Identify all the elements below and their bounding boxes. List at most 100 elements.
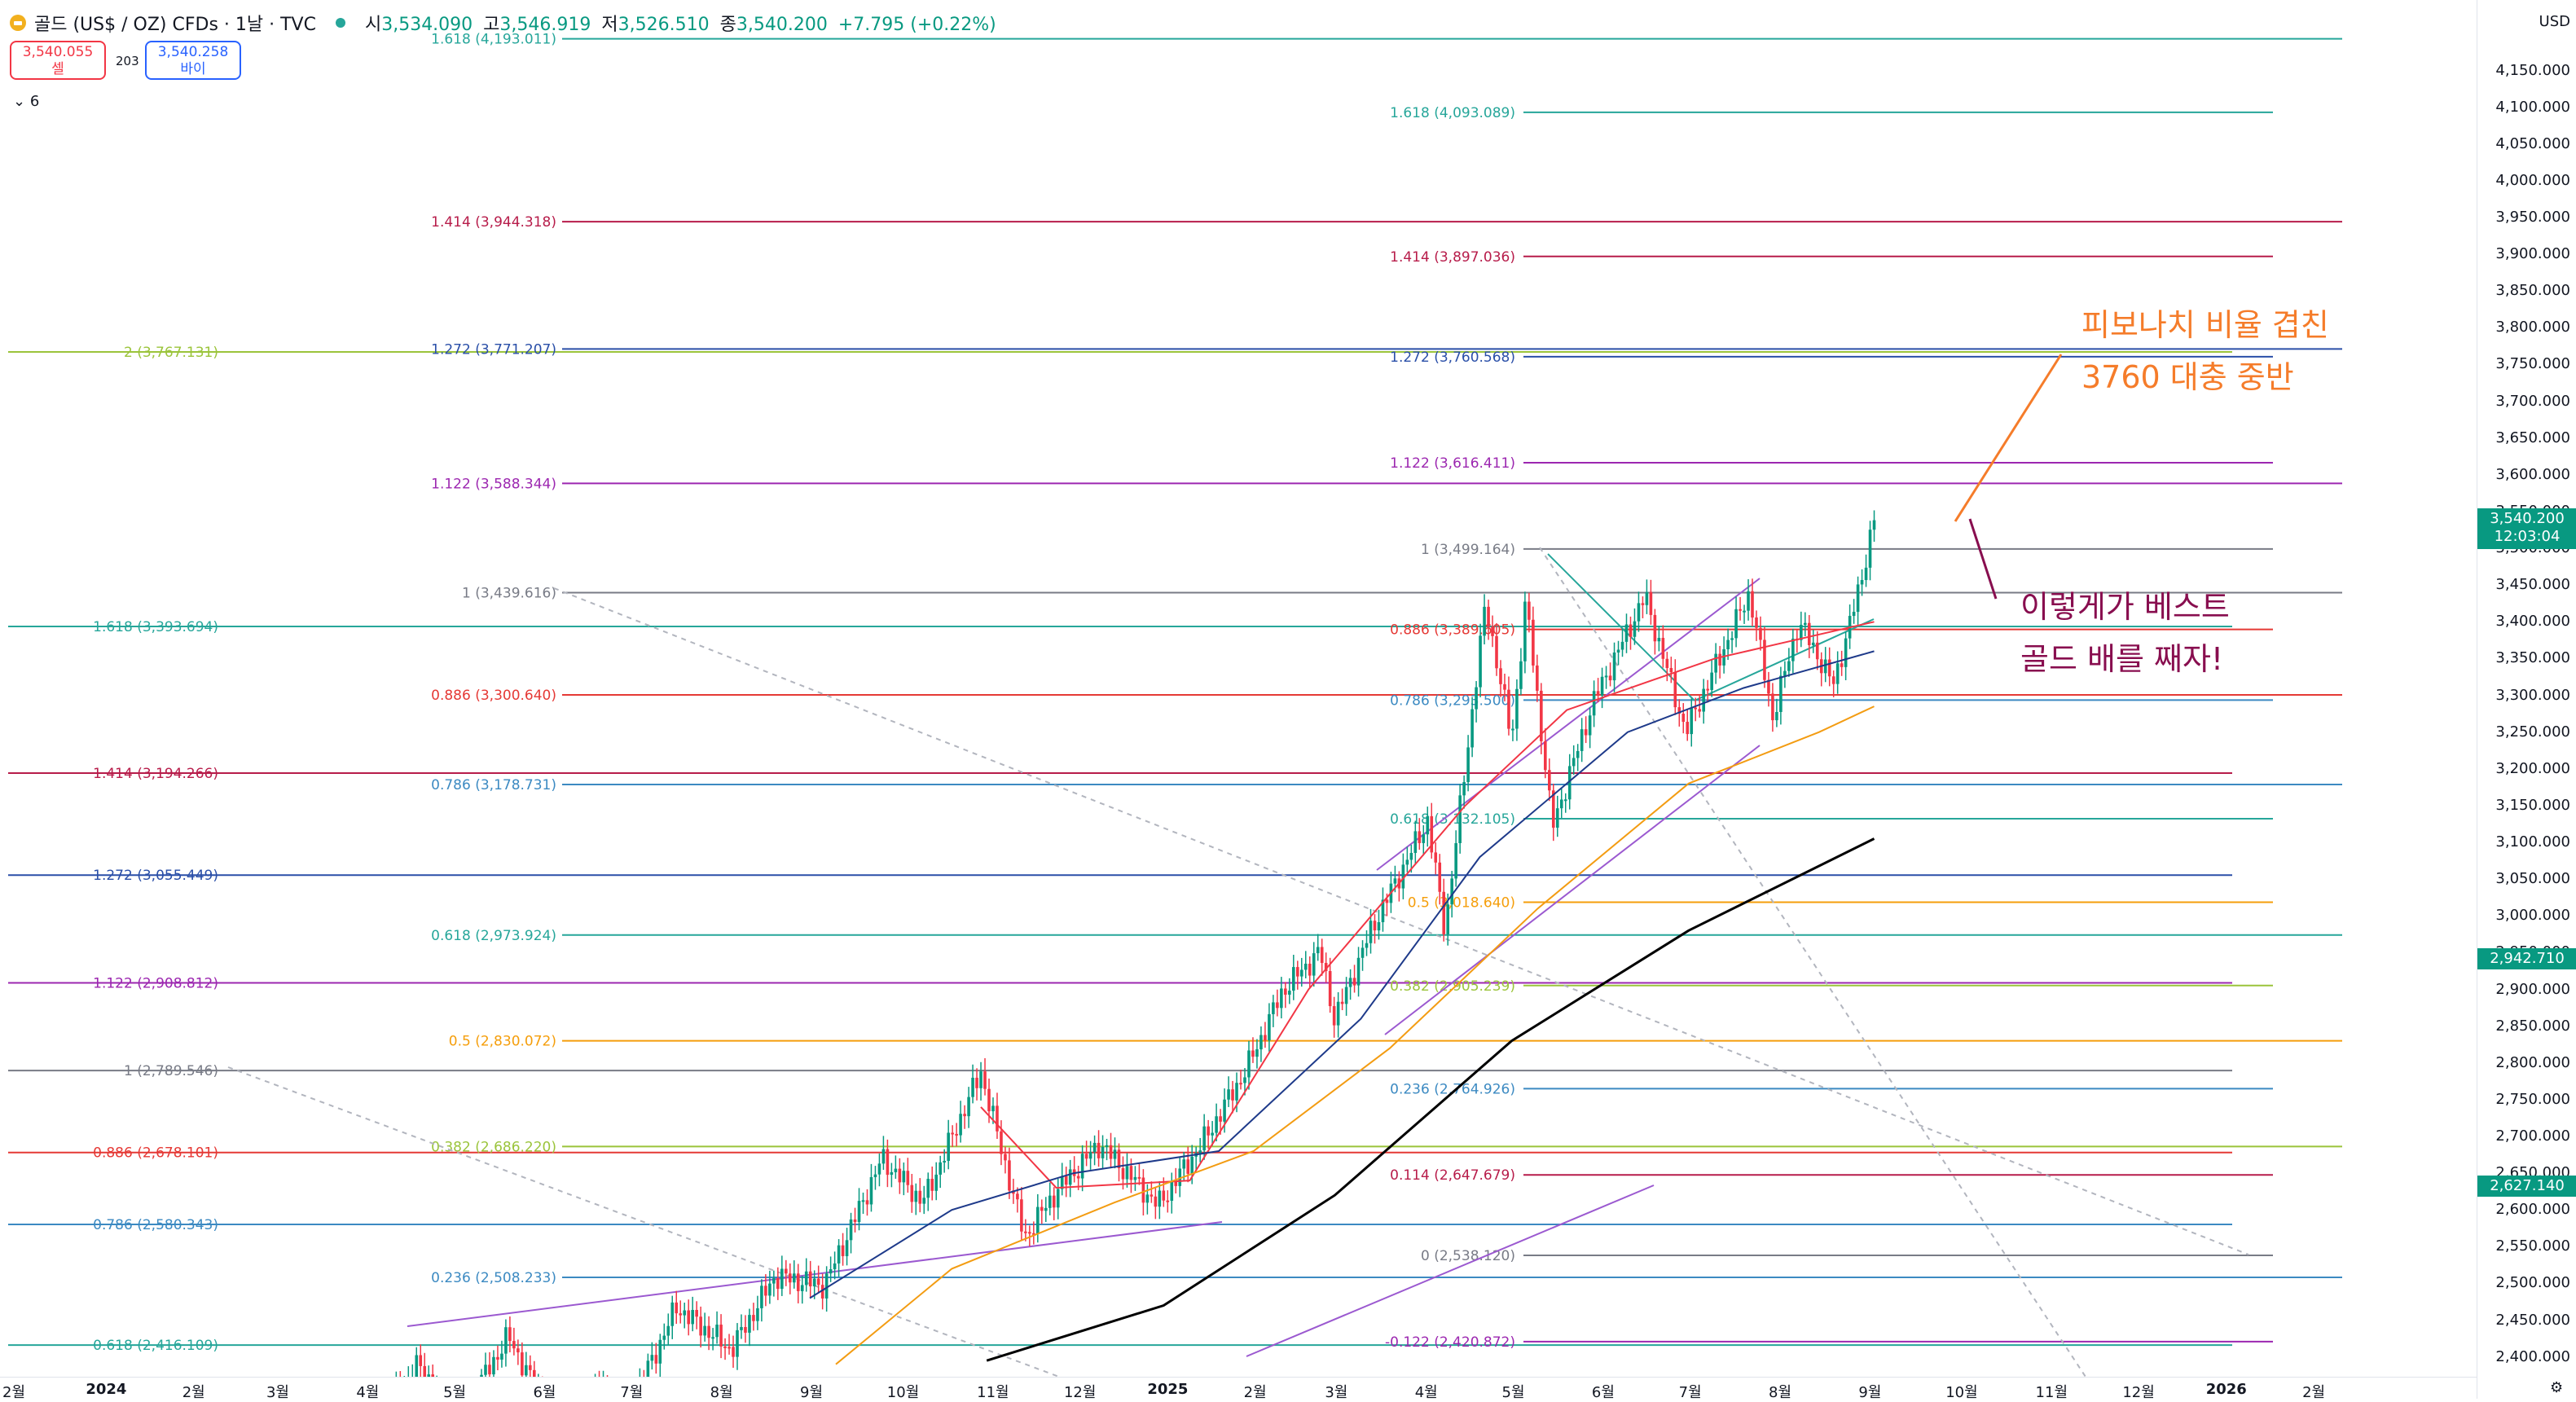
candle-body	[951, 1132, 954, 1135]
candle-body	[666, 1325, 670, 1336]
candle-body	[1588, 715, 1592, 736]
candle-body	[1653, 614, 1657, 642]
candle-body	[1101, 1146, 1105, 1158]
candle-body	[776, 1278, 780, 1290]
price-axis[interactable]: USD 4,150.000 4,100.000 4,050.000 4,000.000…	[2477, 0, 2576, 1399]
moving-average-1	[809, 650, 1875, 1299]
candle-body	[1763, 639, 1766, 680]
buy-price: 3,540.258	[157, 44, 229, 60]
fib-left-label-2: 1.272 (3,771.207)	[431, 341, 556, 358]
candle-body	[1056, 1189, 1060, 1208]
candle-body	[715, 1325, 719, 1338]
candle-body	[1299, 969, 1303, 977]
candle-body	[1401, 864, 1405, 889]
candle-body	[812, 1278, 816, 1287]
candle-body	[1413, 831, 1418, 854]
fib-left-label-1: 1.414 (3,944.318)	[431, 214, 556, 231]
time-tick-label: 2월	[2, 1384, 26, 1401]
time-tick-label: 2월	[2302, 1384, 2326, 1401]
fib-left-label-7: 0.618 (2,973.924)	[431, 928, 556, 944]
candle-body	[1207, 1126, 1210, 1136]
candle-body	[732, 1347, 735, 1357]
candle-body	[1743, 610, 1746, 613]
candle-body	[898, 1168, 902, 1183]
candle-body	[670, 1302, 675, 1326]
candle-body	[804, 1271, 808, 1286]
fib-right-label-12: 0 (2,538.120)	[1421, 1248, 1515, 1264]
orange-note-line1: 피보나치 비율 겹친	[2081, 307, 2329, 343]
candle-body	[1150, 1194, 1154, 1197]
fib-right-label-2: 1.272 (3,760.568)	[1390, 349, 1515, 366]
candle-body	[1356, 957, 1361, 986]
buy-button[interactable]: 3,540.258 바이	[145, 41, 241, 80]
time-tick-label: 10월	[886, 1384, 920, 1401]
fib-right-label-0: 1.618 (4,093.089)	[1390, 105, 1515, 121]
time-tick-label: 3월	[1325, 1384, 1348, 1401]
low-label: 저	[601, 15, 618, 35]
currency-label[interactable]: USD	[2539, 13, 2570, 30]
candle-body	[1295, 967, 1299, 977]
candle-body	[1320, 947, 1324, 964]
low-value: 3,526.510	[618, 15, 710, 35]
price-tick-label: 2,550.000	[2495, 1237, 2570, 1255]
candle-body	[1523, 601, 1527, 661]
candle-body	[808, 1271, 812, 1287]
moving-average-2	[835, 705, 1875, 1365]
candle-body	[1373, 921, 1377, 931]
candle-body	[752, 1315, 755, 1321]
candle-body	[906, 1171, 910, 1185]
candle-body	[1385, 899, 1389, 903]
indicators-toggle[interactable]: ⌄ 6	[13, 93, 39, 110]
candle-body	[1604, 675, 1608, 678]
candle-body	[662, 1335, 666, 1340]
candle-body	[650, 1355, 654, 1361]
candle-body	[1831, 676, 1835, 684]
triangle-line-2	[1694, 618, 1875, 701]
candle-body	[1105, 1145, 1109, 1147]
candle-body	[736, 1329, 739, 1357]
fib-left-label-8: 0.5 (2,830.072)	[449, 1034, 556, 1050]
sell-label: 셀	[51, 61, 64, 77]
candle-body	[1759, 627, 1762, 640]
price-tick-label: 3,100.000	[2495, 833, 2570, 851]
price-chart[interactable]: 2 (3,767.131) 1.618 (3,393.694) 1.414 (3,1…	[0, 0, 2477, 1377]
candle-body	[1328, 971, 1332, 1007]
candle-body	[1637, 603, 1641, 622]
candle-body	[1442, 891, 1446, 934]
maroon-arrow-line	[1968, 518, 1998, 600]
time-tick-label: 6월	[1591, 1384, 1615, 1401]
price-tick-label: 2,450.000	[2495, 1311, 2570, 1329]
time-axis[interactable]: 2월 2024 2월 3월 4월 5월 6월 7월 8월 9월 10월 11월 12월 2025 2월 3월 4…	[0, 1377, 2477, 1401]
candle-body	[1418, 831, 1422, 843]
price-tick-label: 2,900.000	[2495, 980, 2570, 998]
settings-gear-icon[interactable]: ⚙	[2550, 1379, 2564, 1396]
candle-body	[691, 1309, 694, 1325]
candle-body	[1540, 690, 1543, 741]
candle-body	[1823, 659, 1827, 674]
candle-body	[853, 1219, 857, 1223]
candle-body	[1722, 648, 1725, 666]
candle-body	[1458, 795, 1462, 844]
candle-body	[1608, 675, 1612, 681]
candle-body	[1710, 672, 1713, 690]
candle-body	[1369, 921, 1373, 943]
candle-body	[1616, 649, 1620, 653]
dashed-trendline-1	[553, 587, 2249, 1255]
candle-body	[1340, 1001, 1344, 1004]
candle-body	[1702, 688, 1705, 712]
candle-body	[1767, 679, 1770, 694]
price-tick-label: 4,000.000	[2495, 171, 2570, 189]
candle-body	[1080, 1154, 1084, 1179]
fib-right-label-6: 0.786 (3,293.500)	[1390, 692, 1515, 709]
fib-levels: 2 (3,767.131) 1.618 (3,393.694) 1.414 (3,1…	[8, 32, 2342, 1354]
fib-left-label-9: 0.382 (2,686.220)	[431, 1139, 556, 1155]
candle-body	[1268, 1013, 1271, 1041]
candle-body	[1681, 714, 1686, 723]
ohlc-readout: 시3,534.090 고3,546.919 저3,526.510 종3,540.…	[365, 10, 1001, 36]
symbol-title[interactable]: 골드 (US$ / OZ) CFDs · 1날 · TVC	[34, 15, 316, 35]
candle-body	[1113, 1149, 1117, 1159]
candle-body	[1024, 1231, 1027, 1233]
candle-body	[881, 1149, 886, 1164]
sell-button[interactable]: 3,540.055 셀	[10, 41, 106, 80]
channel-line-3	[1376, 578, 1761, 871]
